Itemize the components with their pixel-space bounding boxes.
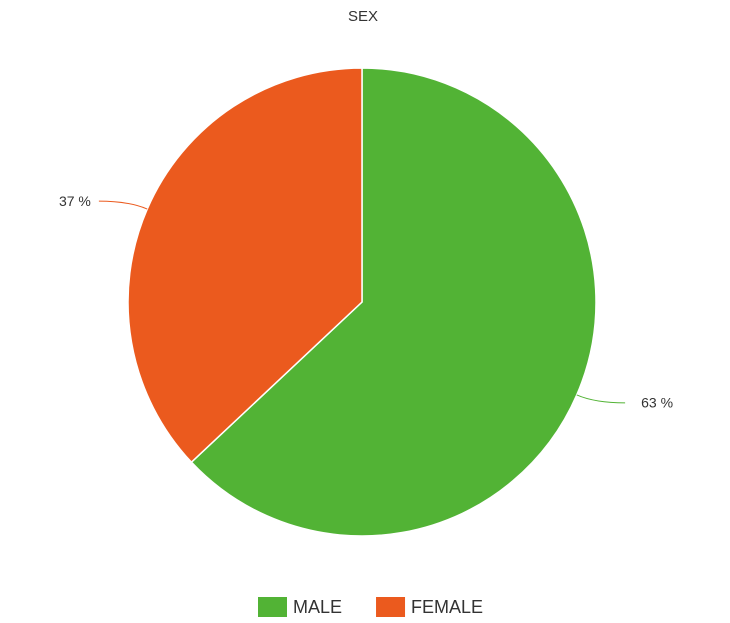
label-connector — [98, 200, 148, 210]
chart-title: SEX — [348, 8, 378, 25]
pie-slice — [127, 67, 363, 464]
legend-label: FEMALE — [411, 597, 483, 617]
label-connector — [576, 394, 626, 404]
legend-swatch — [258, 597, 287, 617]
data-label: 37 % — [59, 193, 91, 209]
data-label: 63 % — [641, 395, 673, 411]
pie-slice — [190, 67, 597, 537]
legend-swatch — [376, 597, 406, 617]
legend-label: MALE — [293, 597, 342, 617]
